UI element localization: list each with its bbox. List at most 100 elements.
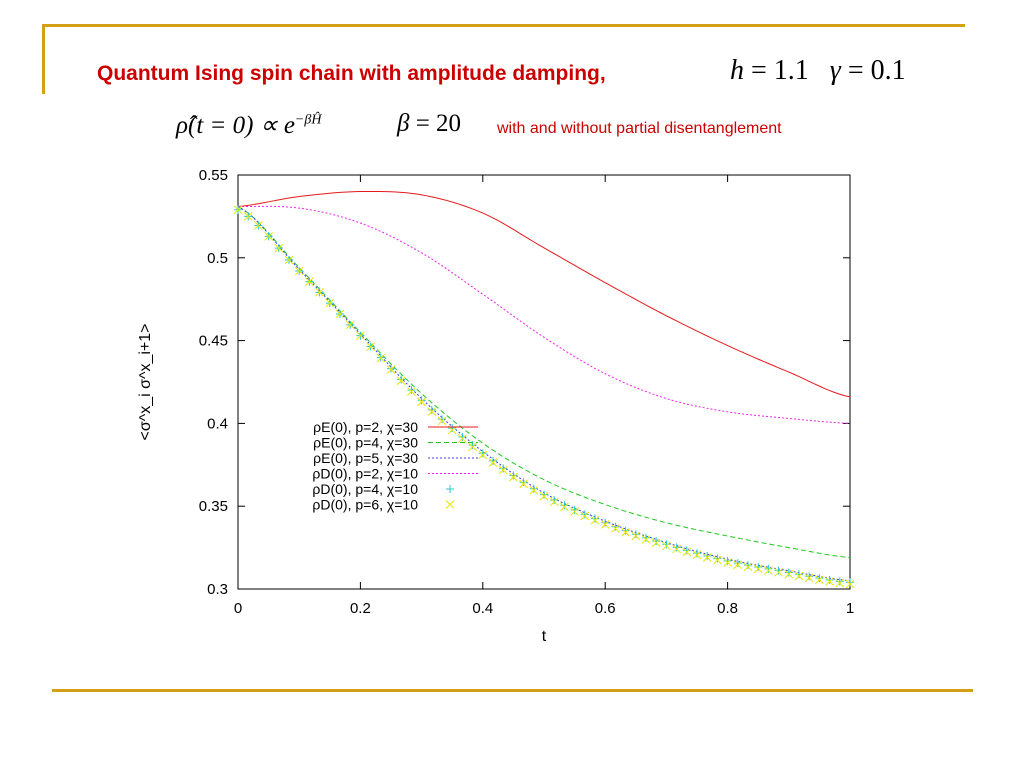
series-5-point xyxy=(570,505,579,514)
series-5-point xyxy=(805,572,814,581)
series-5-point xyxy=(438,415,446,424)
series-6-point xyxy=(784,569,794,579)
series-6-point xyxy=(662,541,671,551)
series-5-point xyxy=(499,464,508,473)
eq-rho-exponent: −βĤ xyxy=(294,112,322,128)
x-tick-label: 0.8 xyxy=(717,600,738,617)
series-6-point xyxy=(621,527,630,537)
eq-h-symbol: h xyxy=(730,55,744,86)
series-5-point xyxy=(407,386,416,395)
series-6-point xyxy=(519,479,528,489)
series-6-point xyxy=(366,342,375,352)
series-6-point xyxy=(631,531,641,541)
series-6-point xyxy=(804,573,814,583)
series-6-point xyxy=(376,353,386,363)
series-5-point xyxy=(631,530,640,539)
series-5-point xyxy=(427,405,436,414)
series-5-point xyxy=(458,432,467,441)
legend-marker xyxy=(446,485,454,493)
slide-accent-bottom-line xyxy=(52,689,973,692)
x-tick-label: 0 xyxy=(234,600,242,617)
series-6-point xyxy=(580,511,590,521)
y-tick-label: 0.3 xyxy=(207,581,228,598)
x-tick-label: 0.4 xyxy=(472,600,493,617)
series-5-point xyxy=(835,577,844,586)
series-6-point xyxy=(570,507,579,516)
series-6-point xyxy=(498,465,508,475)
plot-frame xyxy=(237,174,851,590)
x-tick-label: 0.2 xyxy=(350,600,371,617)
series-6-point xyxy=(325,298,335,308)
series-6-point xyxy=(427,407,437,416)
series-6-point xyxy=(713,555,722,565)
series-5-point xyxy=(784,568,793,577)
series-6-point xyxy=(835,578,845,588)
eq-beta-value: = 20 xyxy=(415,110,462,137)
series-5-point xyxy=(580,510,589,519)
series-5-point xyxy=(540,490,548,499)
series-6-point xyxy=(284,255,294,265)
y-tick-label: 0.4 xyxy=(207,415,228,432)
y-tick-label: 0.55 xyxy=(199,167,228,184)
series-6-point xyxy=(692,550,702,560)
series-5-point xyxy=(519,478,528,487)
series-6-point xyxy=(611,524,620,533)
series-1-line xyxy=(237,190,851,398)
eq-gamma-value: = 0.1 xyxy=(847,55,906,86)
series-5-point xyxy=(621,526,630,535)
chart-series-layer xyxy=(233,190,855,589)
series-6-point xyxy=(845,579,855,589)
series-6-point xyxy=(274,243,284,253)
series-5-point xyxy=(611,522,620,531)
series-6-point xyxy=(825,577,834,586)
series-5-point xyxy=(478,449,487,458)
series-6-point xyxy=(723,558,732,567)
series-5-point xyxy=(846,578,854,587)
eq-h-value: = 1.1 xyxy=(751,55,809,86)
legend-label: ρD(0), p=6, χ=10 xyxy=(312,497,418,513)
series-5-point xyxy=(652,537,661,546)
y-tick-label: 0.45 xyxy=(199,333,228,350)
y-tick-label: 0.35 xyxy=(199,498,228,515)
series-6-point xyxy=(774,567,783,577)
series-6-point xyxy=(641,535,651,544)
chart-axes: 0 0.2 0.4 0.6 0.8 1 0.3 0.35 0.4 0.45 0.5 0.55 xyxy=(199,167,854,617)
series-5-point xyxy=(693,549,701,558)
series-5-point xyxy=(387,364,395,373)
slide-accent-top-line xyxy=(42,24,965,27)
series-6-point xyxy=(294,266,304,276)
series-5 xyxy=(234,205,854,587)
series-6-point xyxy=(539,491,549,501)
eq-beta-symbol: β xyxy=(397,110,410,137)
series-5-point xyxy=(733,559,742,568)
series-3-line xyxy=(237,206,851,582)
x-tick-label: 0.6 xyxy=(595,600,616,617)
series-6-point xyxy=(529,485,539,495)
series-6-point xyxy=(458,434,467,443)
series-5-point xyxy=(397,375,406,384)
series-6-point xyxy=(488,458,498,467)
x-axis-label: t xyxy=(542,628,547,645)
legend-label: ρE(0), p=5, χ=30 xyxy=(313,450,418,466)
series-6-point xyxy=(815,575,824,585)
series-6-point xyxy=(702,553,712,562)
series-5-point xyxy=(723,556,732,565)
legend-label: ρE(0), p=4, χ=30 xyxy=(313,435,418,451)
series-5-point xyxy=(815,574,824,583)
series-6-point xyxy=(407,387,416,396)
equation-initial-state: ρ̂(t = 0) ∝ e−βĤ xyxy=(176,110,321,140)
slide-subtitle: with and without partial disentanglement xyxy=(497,120,782,137)
series-6-point xyxy=(743,562,753,572)
series-5-point xyxy=(529,484,538,493)
legend-label: ρE(0), p=2, χ=30 xyxy=(313,419,418,435)
series-6-point xyxy=(356,331,365,340)
series-6-point xyxy=(386,365,396,374)
series-6-point xyxy=(672,544,681,554)
series-6-point xyxy=(396,376,406,386)
series-6-point xyxy=(509,472,518,482)
slide-accent-vertical-line xyxy=(42,24,45,94)
series-6-point xyxy=(468,442,477,452)
series-5-point xyxy=(601,518,610,527)
series-6-point xyxy=(733,560,743,570)
